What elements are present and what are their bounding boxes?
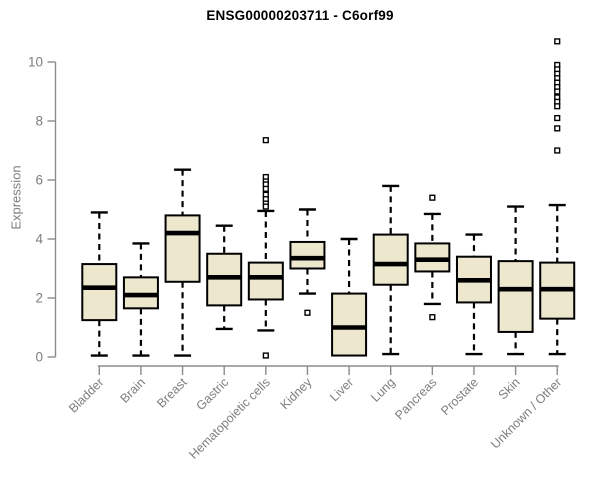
outlier-point (262, 185, 269, 192)
iqr-box (372, 233, 409, 286)
outlier-point (262, 203, 269, 210)
outlier-point (554, 114, 561, 122)
x-axis-category-label-skin: Skin (496, 375, 523, 402)
boxplot-gastric (206, 224, 243, 331)
x-axis-category-label-prostate: Prostate (438, 375, 481, 418)
outlier-point (554, 103, 561, 110)
x-axis-category-label-kidney: Kidney (278, 375, 315, 412)
iqr-box (289, 240, 326, 270)
boxplot-hematopoietic-cells (247, 137, 284, 359)
boxplot-brain (122, 242, 159, 357)
outlier-point (262, 137, 269, 144)
y-axis-tick-label: 6 (35, 173, 43, 188)
boxplot-breast (164, 168, 201, 357)
y-axis-tick-label: 4 (35, 232, 43, 247)
outlier-point (262, 352, 269, 359)
outlier-point (554, 125, 561, 132)
boxplot-lung (372, 184, 409, 356)
boxplot-pancreas (414, 194, 451, 321)
outlier-point (554, 38, 561, 45)
x-axis-category-label-pancreas: Pancreas (392, 375, 439, 422)
x-axis-category-label-hematopoietic-cells: Hematopoietic cells (186, 375, 273, 462)
x-axis-category-label-bladder: Bladder (66, 375, 106, 415)
outlier-point (304, 309, 311, 316)
boxplot-bladder (81, 211, 118, 357)
y-axis-tick-label: 2 (35, 291, 43, 306)
boxplot-liver (331, 237, 368, 357)
x-axis-category-label-unknown-other: Unknown / Other (488, 375, 564, 451)
y-axis-tick-label: 0 (35, 350, 43, 365)
x-axis-category-label-breast: Breast (154, 375, 190, 411)
iqr-box (164, 214, 201, 283)
x-axis-category-label-brain: Brain (118, 375, 149, 406)
boxplot-skin (497, 205, 534, 356)
y-axis-tick-label: 8 (35, 114, 43, 129)
iqr-box (247, 261, 284, 301)
x-axis-category-label-gastric: Gastric (193, 375, 231, 413)
iqr-box (497, 260, 534, 333)
outlier-point (429, 314, 436, 321)
boxplot-unknown-other (539, 38, 576, 356)
outlier-point (429, 194, 436, 201)
outlier-point (554, 147, 561, 154)
boxplot-kidney (289, 208, 326, 316)
x-axis-category-label-liver: Liver (327, 375, 356, 404)
x-axis-category-label-lung: Lung (368, 375, 398, 405)
iqr-box (331, 292, 368, 357)
boxplot-prostate (455, 233, 492, 356)
iqr-box (81, 263, 118, 322)
chart-title: ENSG00000203711 - C6orf99 (206, 8, 394, 23)
outlier-point (554, 88, 561, 95)
y-axis-tick-label: 10 (28, 55, 43, 70)
